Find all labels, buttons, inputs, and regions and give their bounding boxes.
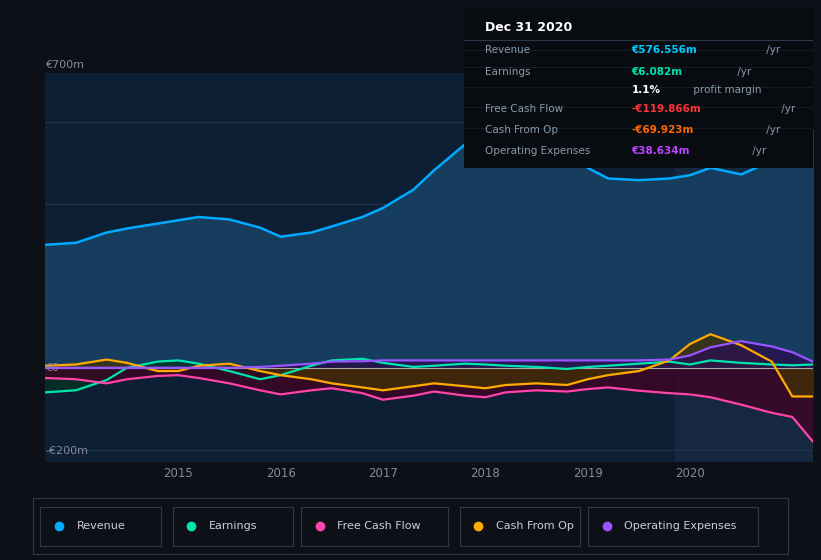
Text: Revenue: Revenue: [484, 45, 530, 55]
Text: Cash From Op: Cash From Op: [496, 521, 574, 531]
Text: €0: €0: [45, 363, 59, 373]
Text: Cash From Op: Cash From Op: [484, 125, 557, 135]
Text: /yr: /yr: [749, 146, 766, 156]
Text: /yr: /yr: [764, 125, 781, 135]
Text: €6.082m: €6.082m: [631, 67, 682, 77]
Text: Earnings: Earnings: [209, 521, 257, 531]
Text: Revenue: Revenue: [76, 521, 126, 531]
Text: Dec 31 2020: Dec 31 2020: [484, 21, 572, 34]
Text: €38.634m: €38.634m: [631, 146, 690, 156]
Text: €576.556m: €576.556m: [631, 45, 697, 55]
Text: Earnings: Earnings: [484, 67, 530, 77]
Text: -€200m: -€200m: [45, 446, 88, 456]
Text: -€119.866m: -€119.866m: [631, 104, 701, 114]
Text: profit margin: profit margin: [690, 85, 761, 95]
Text: Free Cash Flow: Free Cash Flow: [484, 104, 563, 114]
Text: -€69.923m: -€69.923m: [631, 125, 694, 135]
Text: €700m: €700m: [45, 60, 85, 70]
Text: Operating Expenses: Operating Expenses: [624, 521, 736, 531]
Text: Operating Expenses: Operating Expenses: [484, 146, 590, 156]
Text: Free Cash Flow: Free Cash Flow: [337, 521, 421, 531]
Text: /yr: /yr: [778, 104, 796, 114]
Text: /yr: /yr: [734, 67, 751, 77]
Bar: [675, 73, 813, 462]
Text: 1.1%: 1.1%: [631, 85, 660, 95]
Text: /yr: /yr: [764, 45, 781, 55]
